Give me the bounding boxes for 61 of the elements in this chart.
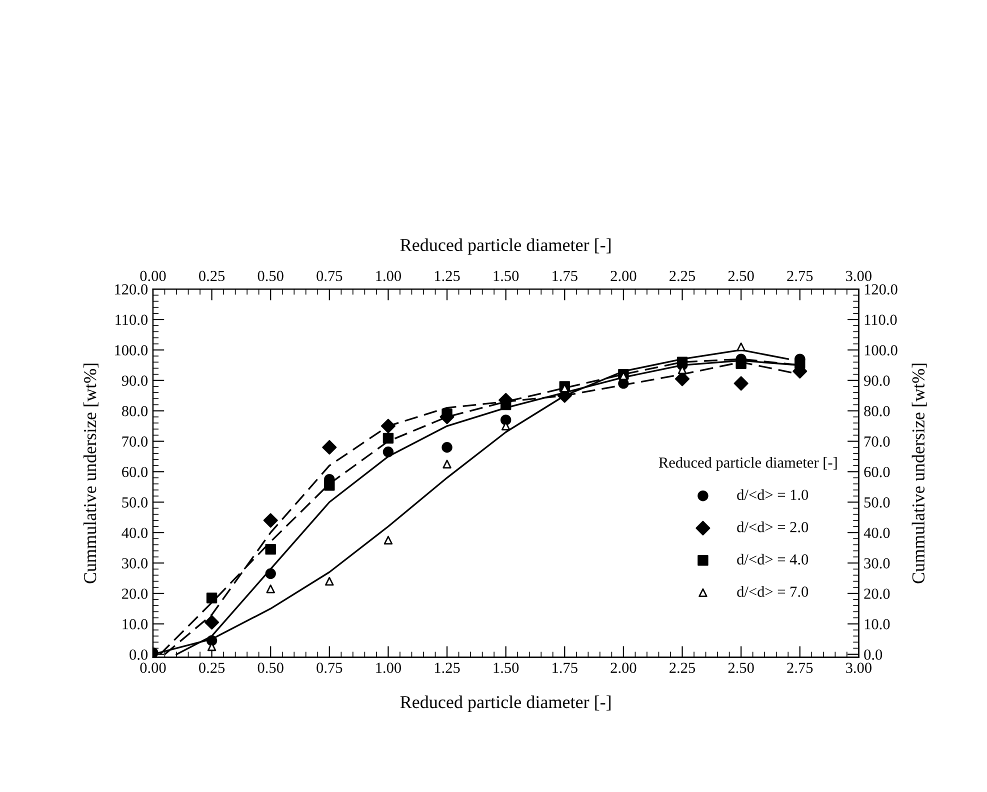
x-axis-title: Reduced particle diameter [-] bbox=[400, 696, 611, 712]
y2-tick-label: 10.0 bbox=[864, 619, 890, 630]
y2-tick-label: 40.0 bbox=[864, 528, 890, 538]
y-tick-label: 60.0 bbox=[122, 466, 148, 478]
y-tick-label: 30.0 bbox=[122, 558, 148, 569]
y2-tick-label: 120.0 bbox=[864, 284, 898, 295]
x-tick-label: 1.25 bbox=[435, 662, 460, 674]
y2-tick-label: 0.0 bbox=[864, 649, 882, 660]
legend-title: Reduced particle diameter [-] bbox=[658, 456, 837, 471]
y-tick-label: 70.0 bbox=[122, 436, 148, 447]
legend-label: d/<d> = 4.0 bbox=[737, 554, 808, 565]
x2-tick-label: 2.25 bbox=[670, 270, 696, 282]
y-tick-label: 40.0 bbox=[122, 528, 148, 538]
x2-tick-label: 2.50 bbox=[728, 270, 754, 282]
y2-tick-label: 30.0 bbox=[864, 558, 890, 569]
y-tick-label: 110.0 bbox=[116, 314, 148, 326]
x2-tick-label: 0.25 bbox=[199, 270, 225, 282]
x-tick-label: 1.50 bbox=[494, 662, 519, 674]
y2-tick-label: 60.0 bbox=[864, 466, 890, 478]
x2-tick-label: 1.50 bbox=[494, 270, 519, 282]
y2-tick-label: 50.0 bbox=[864, 497, 890, 508]
y2-tick-label: 110.0 bbox=[864, 314, 897, 326]
x-tick-label: 2.50 bbox=[728, 662, 754, 674]
y-tick-label: 10.0 bbox=[122, 619, 148, 630]
y-tick-label: 120.0 bbox=[115, 284, 148, 295]
x-tick-label: 1.75 bbox=[552, 662, 578, 674]
y-tick-label: 50.0 bbox=[122, 497, 148, 508]
x2-tick-label: 0.00 bbox=[140, 270, 166, 282]
x-tick-label: 3.00 bbox=[846, 662, 872, 674]
x-tick-label: 0.75 bbox=[316, 662, 342, 674]
x2-tick-label: 2.00 bbox=[610, 270, 636, 282]
y-tick-label: 80.0 bbox=[122, 406, 148, 416]
y2-tick-label: 90.0 bbox=[864, 376, 890, 386]
legend-label: d/<d> = 7.0 bbox=[737, 586, 808, 597]
x2-tick-label: 3.00 bbox=[846, 270, 872, 282]
x2-axis-title: Reduced particle diameter [-] bbox=[400, 238, 611, 255]
x2-tick-label: 2.75 bbox=[787, 270, 813, 282]
y-tick-label: 0.0 bbox=[130, 649, 148, 660]
x2-tick-label: 1.75 bbox=[552, 270, 578, 282]
x2-tick-label: 1.25 bbox=[435, 270, 460, 282]
legend-label: d/<d> = 2.0 bbox=[737, 522, 808, 532]
y-tick-label: 100.0 bbox=[115, 345, 148, 356]
x-tick-label: 0.25 bbox=[199, 662, 225, 674]
x2-tick-label: 0.75 bbox=[316, 270, 342, 282]
x2-tick-label: 0.50 bbox=[258, 270, 284, 282]
x-tick-label: 2.25 bbox=[670, 662, 696, 674]
x2-tick-label: 1.00 bbox=[376, 270, 402, 282]
x-tick-label: 2.75 bbox=[787, 662, 813, 674]
y2-tick-label: 100.0 bbox=[864, 345, 898, 356]
y2-tick-label: 20.0 bbox=[864, 588, 890, 599]
y-tick-label: 90.0 bbox=[122, 376, 148, 386]
y-tick-label: 20.0 bbox=[122, 588, 148, 599]
x-tick-label: 0.00 bbox=[140, 662, 166, 674]
y2-tick-label: 80.0 bbox=[864, 406, 890, 416]
x-tick-label: 1.00 bbox=[376, 662, 402, 674]
y-axis-title: Cummulative undersize [wt%] bbox=[83, 364, 98, 584]
y2-axis-title: Cummulative undersize [wt%] bbox=[912, 364, 927, 584]
y2-tick-label: 70.0 bbox=[864, 436, 890, 447]
x-tick-label: 0.50 bbox=[258, 662, 284, 674]
x-tick-label: 2.00 bbox=[610, 662, 636, 674]
legend-label: d/<d> = 1.0 bbox=[737, 489, 808, 500]
